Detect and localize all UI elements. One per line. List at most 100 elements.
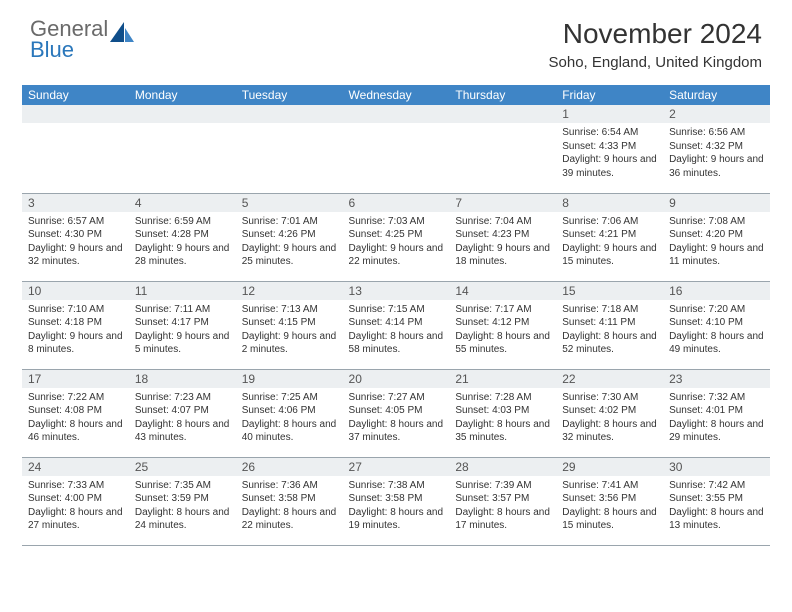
daylight-text: Daylight: 8 hours and 37 minutes. [349, 418, 444, 445]
day-number: 14 [449, 282, 556, 300]
day-number: 16 [663, 282, 770, 300]
day-cell: 19Sunrise: 7:25 AMSunset: 4:06 PMDayligh… [236, 369, 343, 457]
day-number: 1 [556, 105, 663, 123]
day-cell [343, 105, 450, 193]
day-cell: 7Sunrise: 7:04 AMSunset: 4:23 PMDaylight… [449, 193, 556, 281]
location-subtitle: Soho, England, United Kingdom [549, 54, 762, 71]
day-body: Sunrise: 7:38 AMSunset: 3:58 PMDaylight:… [343, 476, 450, 537]
day-body: Sunrise: 7:25 AMSunset: 4:06 PMDaylight:… [236, 388, 343, 449]
day-number: 8 [556, 194, 663, 212]
empty-daynum [449, 105, 556, 123]
daylight-text: Daylight: 8 hours and 32 minutes. [562, 418, 657, 445]
day-number: 13 [343, 282, 450, 300]
day-number: 28 [449, 458, 556, 476]
sunrise-text: Sunrise: 7:39 AM [455, 479, 550, 493]
sunrise-text: Sunrise: 7:22 AM [28, 391, 123, 405]
day-number: 21 [449, 370, 556, 388]
day-body: Sunrise: 7:01 AMSunset: 4:26 PMDaylight:… [236, 212, 343, 273]
day-number: 9 [663, 194, 770, 212]
calendar-week-row: 10Sunrise: 7:10 AMSunset: 4:18 PMDayligh… [22, 281, 770, 369]
sunrise-text: Sunrise: 7:41 AM [562, 479, 657, 493]
day-body: Sunrise: 7:04 AMSunset: 4:23 PMDaylight:… [449, 212, 556, 273]
daylight-text: Daylight: 8 hours and 46 minutes. [28, 418, 123, 445]
daylight-text: Daylight: 8 hours and 49 minutes. [669, 330, 764, 357]
daylight-text: Daylight: 9 hours and 39 minutes. [562, 153, 657, 180]
sunrise-text: Sunrise: 6:59 AM [135, 215, 230, 229]
daylight-text: Daylight: 9 hours and 8 minutes. [28, 330, 123, 357]
day-body: Sunrise: 7:11 AMSunset: 4:17 PMDaylight:… [129, 300, 236, 361]
day-cell [449, 105, 556, 193]
day-number: 15 [556, 282, 663, 300]
day-cell [22, 105, 129, 193]
day-cell: 10Sunrise: 7:10 AMSunset: 4:18 PMDayligh… [22, 281, 129, 369]
day-body: Sunrise: 7:30 AMSunset: 4:02 PMDaylight:… [556, 388, 663, 449]
brand-blue: Blue [30, 39, 108, 61]
daylight-text: Daylight: 9 hours and 18 minutes. [455, 242, 550, 269]
day-cell: 20Sunrise: 7:27 AMSunset: 4:05 PMDayligh… [343, 369, 450, 457]
sunrise-text: Sunrise: 7:03 AM [349, 215, 444, 229]
day-cell: 15Sunrise: 7:18 AMSunset: 4:11 PMDayligh… [556, 281, 663, 369]
sunset-text: Sunset: 3:58 PM [349, 492, 444, 506]
day-cell: 16 Sunrise: 7:20 AMSunset: 4:10 PMDayligh… [663, 281, 770, 369]
sunrise-text: Sunrise: 7:13 AM [242, 303, 337, 317]
brand-logo: General Blue [30, 18, 134, 61]
sunrise-text: Sunrise: 7:32 AM [669, 391, 764, 405]
daylight-text: Daylight: 8 hours and 15 minutes. [562, 506, 657, 533]
day-body: Sunrise: 7:41 AMSunset: 3:56 PMDaylight:… [556, 476, 663, 537]
sunset-text: Sunset: 4:01 PM [669, 404, 764, 418]
sunrise-text: Sunrise: 7:15 AM [349, 303, 444, 317]
sunset-text: Sunset: 4:14 PM [349, 316, 444, 330]
day-cell [129, 105, 236, 193]
sunset-text: Sunset: 4:20 PM [669, 228, 764, 242]
empty-daynum [22, 105, 129, 123]
day-cell: 29Sunrise: 7:41 AMSunset: 3:56 PMDayligh… [556, 457, 663, 545]
day-body: Sunrise: 6:54 AMSunset: 4:33 PMDaylight:… [556, 123, 663, 184]
daylight-text: Daylight: 8 hours and 55 minutes. [455, 330, 550, 357]
day-body: Sunrise: 7:28 AMSunset: 4:03 PMDaylight:… [449, 388, 556, 449]
sunrise-text: Sunrise: 7:38 AM [349, 479, 444, 493]
day-cell: 23Sunrise: 7:32 AMSunset: 4:01 PMDayligh… [663, 369, 770, 457]
day-body: Sunrise: 7:39 AMSunset: 3:57 PMDaylight:… [449, 476, 556, 537]
day-number: 27 [343, 458, 450, 476]
daylight-text: Daylight: 8 hours and 52 minutes. [562, 330, 657, 357]
day-number: 25 [129, 458, 236, 476]
weekday-header: Wednesday [343, 85, 450, 105]
day-number: 12 [236, 282, 343, 300]
sunset-text: Sunset: 4:02 PM [562, 404, 657, 418]
calendar-week-row: 3Sunrise: 6:57 AMSunset: 4:30 PMDaylight… [22, 193, 770, 281]
daylight-text: Daylight: 8 hours and 40 minutes. [242, 418, 337, 445]
daylight-text: Daylight: 9 hours and 36 minutes. [669, 153, 764, 180]
day-cell: 11Sunrise: 7:11 AMSunset: 4:17 PMDayligh… [129, 281, 236, 369]
day-body: Sunrise: 7:15 AMSunset: 4:14 PMDaylight:… [343, 300, 450, 361]
sunrise-text: Sunrise: 7:18 AM [562, 303, 657, 317]
brand-sail-icon [110, 20, 134, 47]
sunset-text: Sunset: 4:12 PM [455, 316, 550, 330]
title-block: November 2024 Soho, England, United King… [549, 18, 762, 71]
daylight-text: Daylight: 8 hours and 17 minutes. [455, 506, 550, 533]
day-body: Sunrise: 7:35 AMSunset: 3:59 PMDaylight:… [129, 476, 236, 537]
day-cell: 4Sunrise: 6:59 AMSunset: 4:28 PMDaylight… [129, 193, 236, 281]
sunrise-text: Sunrise: 7:28 AM [455, 391, 550, 405]
day-cell [236, 105, 343, 193]
sunrise-text: Sunrise: 7:35 AM [135, 479, 230, 493]
day-number: 10 [22, 282, 129, 300]
day-body: Sunrise: 6:59 AMSunset: 4:28 PMDaylight:… [129, 212, 236, 273]
sunset-text: Sunset: 4:10 PM [669, 316, 764, 330]
day-body: Sunrise: 7:08 AMSunset: 4:20 PMDaylight:… [663, 212, 770, 273]
sunrise-text: Sunrise: 7:20 AM [669, 303, 764, 317]
day-number: 26 [236, 458, 343, 476]
day-number: 4 [129, 194, 236, 212]
sunset-text: Sunset: 4:00 PM [28, 492, 123, 506]
sunrise-text: Sunrise: 7:01 AM [242, 215, 337, 229]
day-number: 18 [129, 370, 236, 388]
daylight-text: Daylight: 8 hours and 27 minutes. [28, 506, 123, 533]
day-cell: 24Sunrise: 7:33 AMSunset: 4:00 PMDayligh… [22, 457, 129, 545]
sunrise-text: Sunrise: 6:57 AM [28, 215, 123, 229]
calendar-grid: Sunday Monday Tuesday Wednesday Thursday… [22, 85, 770, 546]
sunset-text: Sunset: 4:26 PM [242, 228, 337, 242]
sunrise-text: Sunrise: 7:23 AM [135, 391, 230, 405]
daylight-text: Daylight: 8 hours and 22 minutes. [242, 506, 337, 533]
day-number: 2 [663, 105, 770, 123]
sunset-text: Sunset: 4:05 PM [349, 404, 444, 418]
sunset-text: Sunset: 4:23 PM [455, 228, 550, 242]
